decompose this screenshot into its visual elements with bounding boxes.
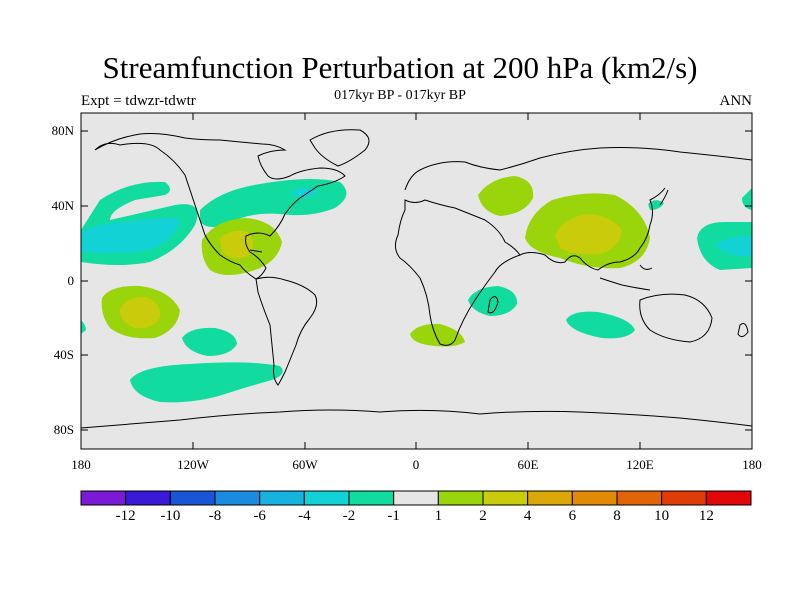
- blob-indian-green: [566, 311, 635, 339]
- blob-caspian-yellowgreen: [478, 176, 534, 216]
- colorbar-box: [80, 490, 127, 506]
- colorbar-box: [169, 490, 216, 506]
- colorbar-label: -12: [115, 508, 136, 524]
- colorbar-box: [661, 490, 707, 506]
- experiment-label: Expt = tdwzr-tdwtr: [81, 93, 196, 109]
- blob-npac-cyan: [81, 217, 180, 254]
- lon-tick-60w: 60W: [292, 457, 318, 472]
- colorbar-label: 1: [434, 508, 443, 524]
- colorbar-box: [393, 490, 439, 506]
- lon-tick-marks: [192, 113, 641, 449]
- colorbar-label: -1: [387, 508, 400, 524]
- blob-madagascar-green: [468, 286, 518, 316]
- blob-spac-yellow: [120, 297, 161, 329]
- colorbar-label: -10: [160, 508, 181, 524]
- colorbar-box: [482, 490, 529, 506]
- season-label: ANN: [719, 93, 753, 109]
- colorbar-box: [259, 490, 305, 506]
- blob-mexico-yellow: [220, 230, 253, 259]
- colorbar-label: -2: [342, 508, 356, 524]
- blob-southern-green: [130, 362, 283, 403]
- colorbar-label: 12: [698, 508, 714, 524]
- lat-tick-80n: 80N: [51, 123, 74, 138]
- colorbar: [80, 490, 752, 506]
- lon-tick-120e: 120E: [626, 457, 654, 472]
- colorbar-label: 10: [654, 508, 670, 524]
- plot-title: Streamfunction Perturbation at 200 hPa (…: [102, 50, 698, 85]
- colorbar-box: [437, 490, 484, 506]
- lat-tick-80s: 80S: [53, 422, 74, 437]
- colorbar-box: [616, 490, 663, 506]
- colorbar-label: 6: [568, 508, 577, 524]
- lat-tick-0: 0: [67, 273, 75, 288]
- blob-asia-yellow: [555, 214, 622, 255]
- plot-subtitle: 017kyr BP - 017kyr BP: [334, 88, 466, 103]
- colorbar-label: -6: [253, 508, 266, 524]
- colorbar-box: [214, 490, 261, 506]
- lon-tick-180e: 180: [742, 457, 762, 472]
- colorbar-box: [527, 490, 573, 506]
- colorbar-label: -8: [208, 508, 222, 524]
- colorbar-label: -4: [298, 508, 311, 524]
- colorbar-box: [705, 490, 752, 506]
- blob-edge-green: [81, 320, 86, 334]
- lat-tick-40s: 40S: [53, 347, 74, 362]
- blob-wpac-green-edge: [742, 188, 752, 210]
- colorbar-box: [348, 490, 395, 506]
- lon-tick-180w: 180: [71, 457, 91, 472]
- lon-tick-60e: 60E: [517, 457, 539, 472]
- lat-tick-40n: 40N: [51, 198, 74, 213]
- colorbar-label: 2: [479, 508, 487, 524]
- blob-spac2-green: [182, 327, 237, 356]
- lon-tick-0: 0: [412, 457, 420, 472]
- colorbar-box: [125, 490, 171, 506]
- colorbar-label: 4: [523, 508, 532, 524]
- lat-tick-marks: [81, 130, 752, 431]
- colorbar-label: 8: [613, 508, 621, 524]
- coastlines: [81, 129, 752, 429]
- colorbar-box: [571, 490, 618, 506]
- blob-africa-yellowgreen: [410, 323, 465, 347]
- colorbar-box: [303, 490, 350, 506]
- blob-wpac-cyan: [715, 236, 752, 257]
- lon-tick-120w: 120W: [177, 457, 209, 472]
